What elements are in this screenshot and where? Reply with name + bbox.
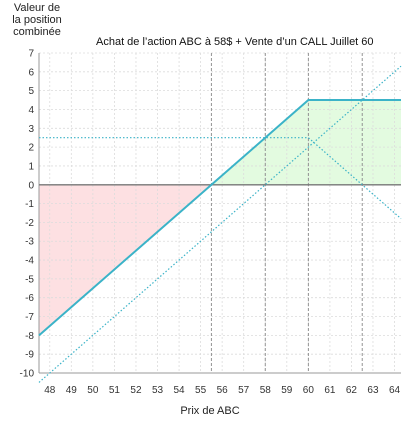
x-tick-label: 62 [346,385,358,396]
series-line-short-call [39,137,402,220]
x-tick-label: 64 [389,385,401,396]
x-tick-label: 49 [66,385,78,396]
y-tick-label: -9 [25,350,34,361]
y-axis-label-line: Valeur de [13,2,61,14]
x-axis-label: Prix de ABC [180,405,240,417]
y-axis-label: Valeur de la position combinée [2,2,72,38]
x-tick-label: 61 [324,385,336,396]
profit-region [211,100,401,185]
series-line-combined [38,99,401,337]
y-tick-label: 1 [28,161,34,172]
y-tick-label: 6 [28,67,34,78]
x-tick-label: 63 [367,385,379,396]
x-tick-label: 57 [238,385,250,396]
x-tick-label: 52 [130,385,142,396]
y-tick-label: -2 [25,218,34,229]
y-tick-label: 4 [28,105,34,116]
x-tick-label: 60 [303,385,315,396]
chart-title: Achat de l’action ABC à 58$ + Vente d’un… [96,36,374,48]
x-tick-label: 55 [195,385,207,396]
y-tick-label: -3 [25,237,34,248]
x-tick-label: 58 [260,385,272,396]
y-tick-label: -4 [25,256,34,267]
y-axis-label-line: la position [12,14,62,26]
y-tick-label: -7 [25,312,34,323]
y-tick-label: 5 [28,86,34,97]
y-tick-label: -1 [25,199,34,210]
y-tick-label: 2 [28,143,34,154]
y-tick-label: -5 [25,274,34,285]
x-tick-label: 48 [44,385,56,396]
y-tick-label: 0 [28,180,34,191]
x-tick-label: 54 [173,385,185,396]
y-tick-label: -8 [25,331,34,342]
x-tick-label: 59 [281,385,293,396]
x-tick-label: 56 [217,385,229,396]
x-tick-label: 50 [87,385,99,396]
y-tick-label: -10 [20,369,35,380]
y-tick-label: 7 [28,49,34,60]
x-tick-label: 51 [109,385,121,396]
x-tick-label: 53 [152,385,164,396]
y-tick-label: -6 [25,293,34,304]
y-axis-label-line: combinée [13,26,61,38]
y-tick-label: 3 [28,124,34,135]
